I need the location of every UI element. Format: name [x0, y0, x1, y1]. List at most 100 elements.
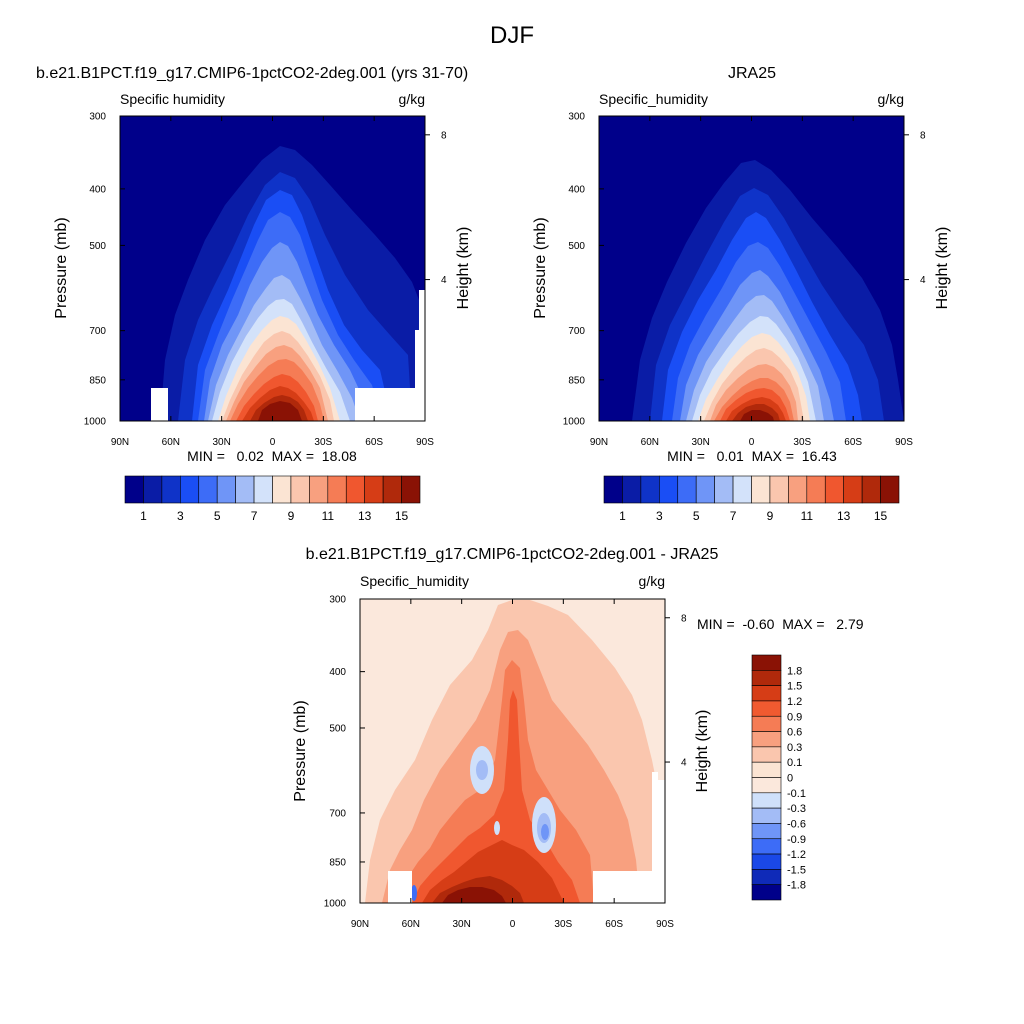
- contour-field: [360, 599, 665, 903]
- y-tick-label: 400: [89, 184, 106, 195]
- axes: 90N 60N 30N 0 30S 60S 90S 300 400 500 700 850 1000 8 4: [563, 112, 926, 449]
- colorbar-box: [751, 761, 782, 778]
- colorbar: 1.8 1.5 1.2 0.9 0.6 0.3 0.1 0 -0.1 -0.3 -0.6 -0.9 -1…: [751, 654, 806, 901]
- colorbar-box: [824, 475, 844, 504]
- colorbar-box: [751, 792, 782, 809]
- axes: 90N 60N 30N 0 30S 60S 90S 300 400 500 700 850 1000 8 4: [84, 112, 447, 449]
- colorbar-box: [695, 475, 715, 504]
- colorbar-box: [603, 475, 623, 504]
- x-tick-label: 90N: [111, 437, 129, 448]
- contour-level-pos-7: [442, 887, 506, 903]
- colorbar-box: [751, 884, 782, 901]
- y2-tick-label: 4: [441, 275, 447, 286]
- x-tick-label: 30N: [691, 437, 709, 448]
- x-tick-label: 0: [270, 437, 276, 448]
- colorbar-box: [751, 654, 782, 671]
- colorbar-label: 1: [619, 509, 626, 523]
- x-tick-label: 30S: [314, 437, 332, 448]
- colorbar-label: 1.8: [787, 665, 802, 677]
- colorbar-box: [751, 823, 782, 840]
- colorbar-label: 13: [837, 509, 851, 523]
- y2-tick-label: 8: [441, 130, 447, 141]
- colorbar-box: [843, 475, 863, 504]
- colorbar-box: [751, 700, 782, 717]
- colorbar-label: -0.3: [787, 803, 806, 815]
- y-tick-label: 850: [329, 857, 346, 868]
- missing-region: [355, 388, 425, 421]
- y-tick-label: 700: [568, 326, 585, 337]
- y-tick-label: 300: [89, 112, 106, 123]
- colorbar-box: [161, 475, 181, 504]
- y-tick-label: 300: [329, 595, 346, 606]
- colorbar-box: [143, 475, 163, 504]
- colorbar-box: [751, 838, 782, 855]
- x-tick-label: 60S: [605, 919, 623, 930]
- colorbar-box: [714, 475, 734, 504]
- colorbar-label: 3: [177, 509, 184, 523]
- min-max-text: MIN = 0.01 MAX = 16.43: [667, 448, 837, 464]
- x-tick-label: 0: [510, 919, 516, 930]
- y-tick-label: 700: [89, 326, 106, 337]
- y2-tick-label: 8: [920, 130, 926, 141]
- variable-label: Specific_humidity: [599, 91, 708, 107]
- x-tick-label: 90N: [590, 437, 608, 448]
- colorbar-box: [732, 475, 752, 504]
- contour-field: [120, 116, 425, 421]
- colorbar-label: 5: [693, 509, 700, 523]
- colorbar-label: -1.5: [787, 864, 806, 876]
- x-tick-label: 30N: [452, 919, 470, 930]
- x-tick-label: 60N: [402, 919, 420, 930]
- y-tick-label: 400: [329, 667, 346, 678]
- colorbar-box: [880, 475, 900, 504]
- colorbar-box: [861, 475, 881, 504]
- y-tick-label: 500: [89, 241, 106, 252]
- colorbar-box: [253, 475, 273, 504]
- x-tick-label: 30S: [793, 437, 811, 448]
- colorbar-box: [751, 731, 782, 748]
- missing-region: [151, 388, 168, 421]
- colorbar-box: [345, 475, 365, 504]
- panel-model: b.e21.B1PCT.f19_g17.CMIP6-1pctCO2-2deg.0…: [36, 65, 472, 523]
- x-tick-label: 90S: [416, 437, 434, 448]
- y-tick-label: 1000: [84, 417, 107, 428]
- colorbar-label: -0.1: [787, 788, 806, 800]
- colorbar-box: [659, 475, 679, 504]
- y-tick-label: 700: [329, 808, 346, 819]
- y-tick-label: 500: [329, 723, 346, 734]
- colorbar-label: 1.5: [787, 681, 802, 693]
- colorbar: 1 3 5 7 9 11 13 15: [124, 475, 421, 523]
- x-tick-label: 60S: [365, 437, 383, 448]
- colorbar-label: 7: [730, 509, 737, 523]
- x-tick-label: 90S: [895, 437, 913, 448]
- x-tick-label: 0: [749, 437, 755, 448]
- colorbar-box: [216, 475, 236, 504]
- colorbar-label: 9: [288, 509, 295, 523]
- colorbar-label: 0.3: [787, 742, 802, 754]
- colorbar-label: 5: [214, 509, 221, 523]
- y-tick-label: 1000: [324, 899, 347, 910]
- colorbar-box: [640, 475, 660, 504]
- missing-region: [415, 330, 425, 421]
- colorbar-label: 7: [251, 509, 258, 523]
- colorbar-label: 0: [787, 773, 793, 785]
- colorbar-box: [235, 475, 255, 504]
- colorbar-label: 0.1: [787, 757, 802, 769]
- colorbar-box: [751, 715, 782, 732]
- units-label: g/kg: [878, 91, 904, 107]
- colorbar-box: [677, 475, 697, 504]
- colorbar-label: 13: [358, 509, 372, 523]
- page-title: DJF: [490, 22, 534, 49]
- min-max-text: MIN = -0.60 MAX = 2.79: [697, 616, 864, 632]
- variable-label: Specific humidity: [120, 91, 225, 107]
- contour-level-pos-4: [412, 690, 580, 903]
- missing-region: [652, 772, 665, 903]
- colorbar-label: 3: [656, 509, 663, 523]
- contour-level-neg-3: [541, 824, 549, 840]
- colorbar-box: [751, 475, 771, 504]
- colorbar-label: 9: [767, 509, 774, 523]
- colorbar-box: [327, 475, 347, 504]
- panel-title: JRA25: [728, 65, 776, 82]
- colorbar-label: 15: [395, 509, 409, 523]
- y-tick-label: 300: [568, 112, 585, 123]
- colorbar-box: [806, 475, 826, 504]
